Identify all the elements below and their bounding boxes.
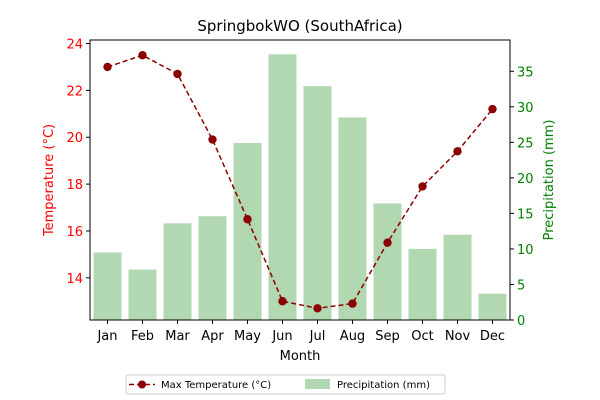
legend-bar-swatch bbox=[305, 379, 330, 389]
right-axis-ticks: 0 5 10 15 20 25 30 35 bbox=[510, 65, 534, 329]
x-tick-label: Jul bbox=[309, 329, 326, 344]
right-axis-label: Precipitation (mm) bbox=[542, 120, 557, 241]
legend-box bbox=[125, 374, 446, 395]
bar-jul bbox=[303, 86, 332, 320]
legend-line-marker bbox=[138, 380, 146, 389]
left-tick-label: 18 bbox=[66, 178, 83, 193]
x-tick-label: Oct bbox=[411, 329, 433, 344]
temperature-line-layer bbox=[103, 51, 497, 313]
right-tick-label: 10 bbox=[517, 243, 534, 258]
x-tick-label: Jan bbox=[96, 329, 117, 344]
left-axis-label: Temperature (°C) bbox=[42, 124, 57, 237]
left-axis-ticks: 14 16 18 20 22 24 bbox=[66, 38, 90, 287]
x-tick-label: Aug bbox=[340, 329, 365, 344]
left-tick-label: 22 bbox=[66, 84, 83, 99]
temperature-point-aug bbox=[348, 299, 357, 308]
bar-aug bbox=[338, 117, 367, 320]
right-tick-label: 25 bbox=[517, 136, 534, 151]
temperature-point-may bbox=[243, 215, 252, 224]
bar-oct bbox=[408, 248, 437, 320]
right-tick-label: 30 bbox=[517, 101, 534, 116]
bar-jan bbox=[93, 252, 122, 320]
bar-sep bbox=[373, 203, 402, 320]
bar-apr bbox=[198, 216, 227, 320]
x-tick-label: Apr bbox=[201, 329, 224, 344]
right-tick-label: 0 bbox=[517, 314, 525, 329]
right-tick-label: 5 bbox=[517, 278, 525, 293]
temperature-point-feb bbox=[138, 51, 147, 60]
plot-frame bbox=[89, 39, 511, 321]
x-tick-label: May bbox=[234, 329, 261, 344]
right-tick-label: 35 bbox=[517, 65, 534, 80]
x-tick-label: Sep bbox=[375, 329, 400, 344]
bar-may bbox=[233, 143, 262, 320]
bar-feb bbox=[128, 269, 157, 320]
left-tick-label: 24 bbox=[66, 38, 83, 53]
bar-dec bbox=[478, 293, 507, 320]
right-tick-label: 20 bbox=[517, 172, 534, 187]
left-tick-label: 14 bbox=[66, 272, 83, 287]
temperature-point-mar bbox=[173, 69, 182, 79]
temperature-point-dec bbox=[488, 104, 497, 114]
x-tick-label: Jun bbox=[271, 329, 292, 344]
chart-title: SpringbokWO (SouthAfrica) bbox=[197, 17, 402, 35]
bar-jun bbox=[268, 54, 297, 321]
x-tick-label: Mar bbox=[165, 329, 190, 344]
temperature-point-jun bbox=[278, 297, 287, 306]
legend: Max Temperature (°C) Precipitation (mm) bbox=[125, 374, 446, 395]
x-tick-label: Dec bbox=[480, 329, 505, 344]
temperature-point-sep bbox=[383, 238, 392, 247]
precipitation-bars bbox=[93, 54, 507, 321]
x-axis-label: Month bbox=[280, 349, 321, 364]
right-tick-label: 15 bbox=[517, 207, 534, 222]
temperature-point-jul bbox=[313, 304, 322, 313]
left-tick-label: 16 bbox=[66, 225, 83, 240]
legend-label-temperature: Max Temperature (°C) bbox=[161, 380, 271, 391]
temperature-point-oct bbox=[418, 182, 427, 191]
x-tick-label: Nov bbox=[445, 329, 471, 344]
x-tick-label: Feb bbox=[131, 329, 154, 344]
temperature-point-nov bbox=[453, 147, 462, 156]
temperature-point-apr bbox=[208, 135, 217, 144]
bar-mar bbox=[163, 223, 192, 320]
temperature-point-jan bbox=[103, 62, 112, 72]
bar-nov bbox=[443, 234, 472, 320]
legend-label-precipitation: Precipitation (mm) bbox=[337, 380, 430, 391]
left-tick-label: 20 bbox=[66, 131, 83, 146]
temperature-line bbox=[107, 54, 494, 310]
x-axis-ticks: Jan Feb Mar Apr May Jun Jul Aug Sep Oct Nov Dec bbox=[96, 320, 505, 344]
